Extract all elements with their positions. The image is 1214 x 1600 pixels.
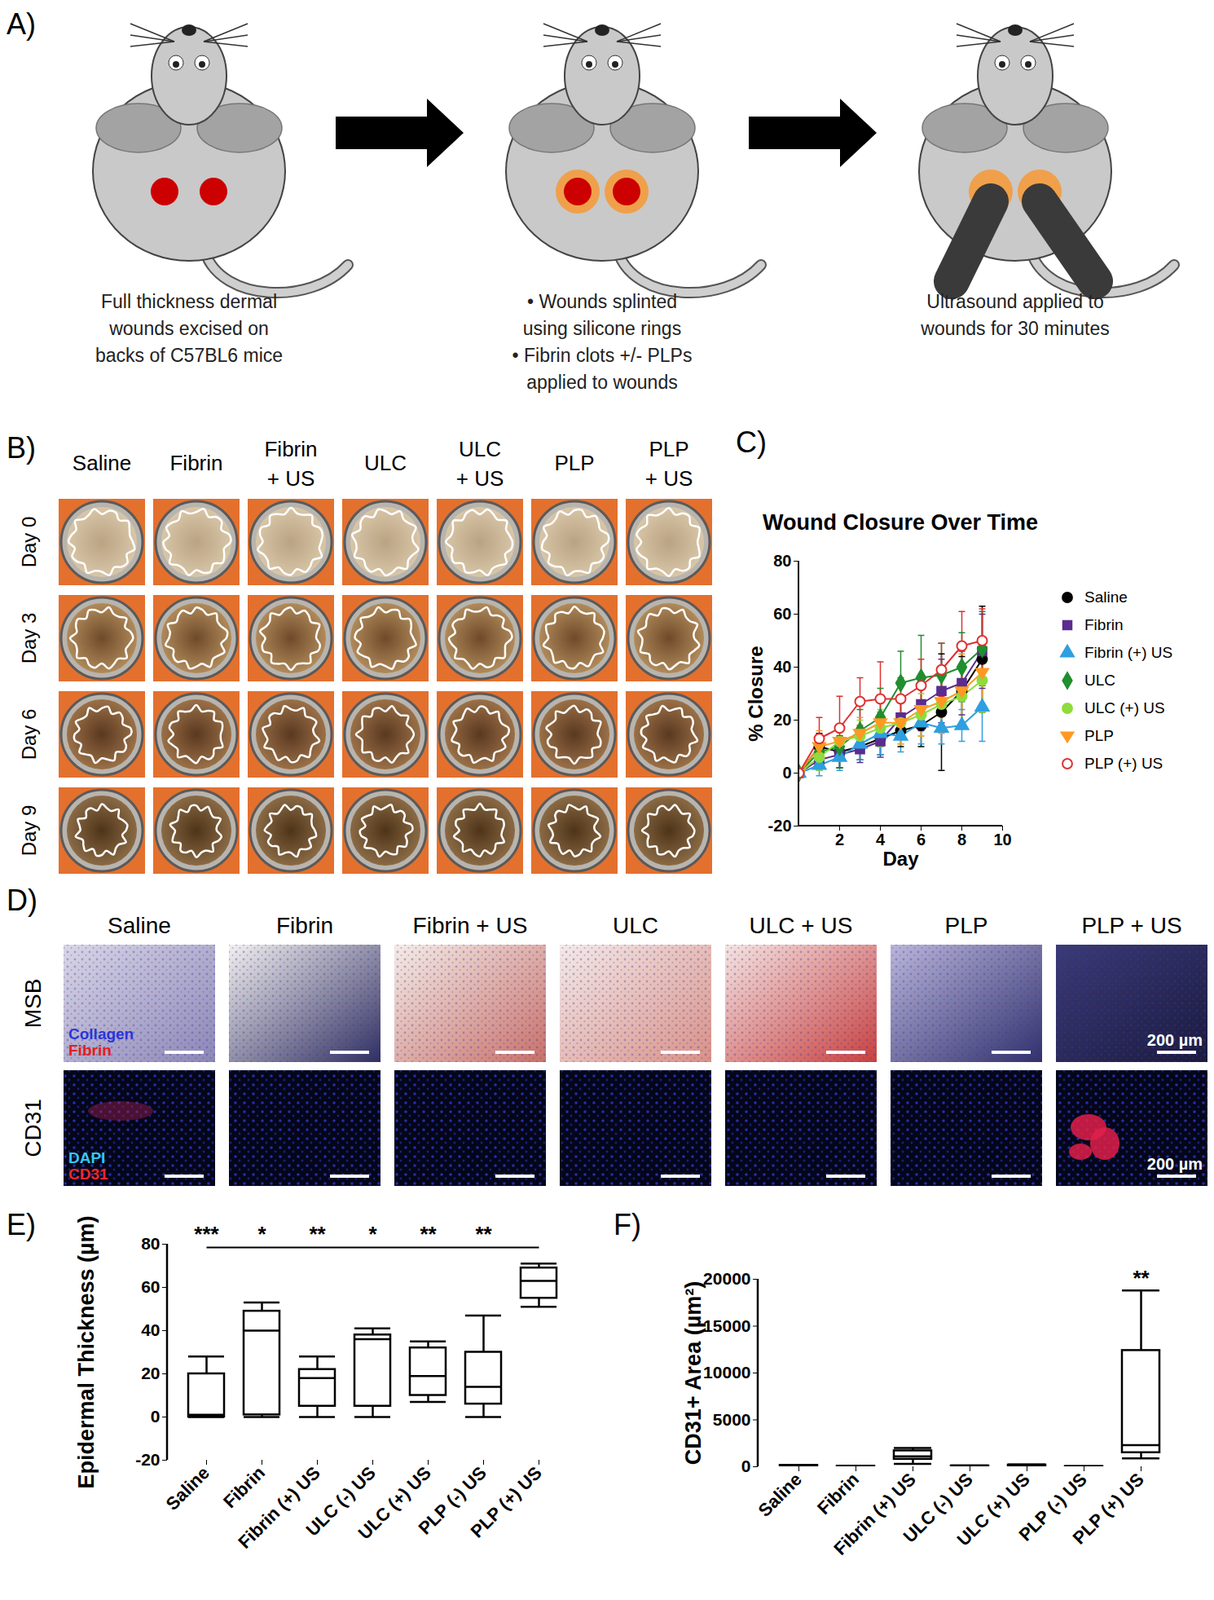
svg-text:Fibrin: Fibrin <box>68 1041 112 1059</box>
svg-text:Collagen: Collagen <box>68 1024 134 1043</box>
svg-text:0: 0 <box>741 1455 752 1475</box>
svg-text:10: 10 <box>993 830 1012 849</box>
html-text:Fibrin (+) US: Fibrin (+) US <box>1084 643 1173 661</box>
html-text:Saline: Saline <box>1084 588 1128 606</box>
html-text:C): C) <box>735 425 767 459</box>
svg-text:Fibrin + US: Fibrin + US <box>413 912 528 938</box>
svg-text:Day 6: Day 6 <box>17 708 40 761</box>
svg-text:8: 8 <box>957 830 967 849</box>
svg-text:Day 3: Day 3 <box>17 612 40 665</box>
svg-text:• Wounds splintedusing silicon: • Wounds splintedusing silicone rings• F… <box>512 290 693 393</box>
svg-text:Fibrin (+) US: Fibrin (+) US <box>829 1468 920 1559</box>
svg-text:60: 60 <box>140 1276 160 1296</box>
svg-text:ULC (+) US: ULC (+) US <box>354 1461 436 1543</box>
svg-text:PLP (-) US: PLP (-) US <box>1014 1468 1091 1545</box>
svg-text:Fibrin: Fibrin <box>276 912 334 938</box>
svg-text:0: 0 <box>782 763 792 782</box>
svg-text:80: 80 <box>773 551 792 570</box>
svg-text:20: 20 <box>140 1363 160 1382</box>
html-text:F): F) <box>613 1207 642 1241</box>
html-text:Fibrin: Fibrin <box>1084 615 1124 634</box>
svg-text:PLP (+) US: PLP (+) US <box>466 1461 546 1541</box>
svg-text:200 µm: 200 µm <box>1147 1030 1203 1049</box>
svg-text:200 µm: 200 µm <box>1147 1154 1203 1173</box>
svg-text:CD31: CD31 <box>68 1165 109 1183</box>
svg-text:ULC (-) US: ULC (-) US <box>301 1461 380 1540</box>
svg-text:Ultrasound applied towounds fo: Ultrasound applied towounds for 30 minut… <box>919 290 1109 339</box>
svg-text:-20: -20 <box>768 816 792 835</box>
html-text:ULC: ULC <box>1084 671 1116 689</box>
svg-text:20000: 20000 <box>703 1268 751 1288</box>
svg-text:ULC (-) US: ULC (-) US <box>899 1468 977 1547</box>
svg-text:Day 9: Day 9 <box>17 804 40 857</box>
svg-text:10000: 10000 <box>703 1362 751 1382</box>
svg-text:D): D) <box>6 883 38 917</box>
svg-text:2: 2 <box>835 830 845 849</box>
svg-text:Saline: Saline <box>107 912 172 938</box>
svg-text:Saline: Saline <box>162 1461 215 1514</box>
svg-text:15000: 15000 <box>703 1315 751 1335</box>
html-text:Wound Closure Over Time: Wound Closure Over Time <box>762 510 1039 535</box>
html-text:E): E) <box>6 1207 36 1241</box>
svg-text:20: 20 <box>773 710 792 729</box>
svg-text:PLP: PLP <box>945 912 989 938</box>
svg-text:ULC: ULC <box>364 450 407 476</box>
svg-text:***: *** <box>193 1221 220 1246</box>
svg-text:80: 80 <box>140 1233 160 1253</box>
svg-text:Fibrin: Fibrin <box>169 450 223 476</box>
svg-text:DAPI: DAPI <box>68 1148 106 1166</box>
svg-text:0: 0 <box>150 1406 161 1426</box>
svg-text:Fibrin: Fibrin <box>219 1461 269 1512</box>
html-text:PLP (+) US: PLP (+) US <box>1084 754 1163 772</box>
svg-text:*: * <box>368 1221 378 1246</box>
svg-text:B): B) <box>6 431 36 465</box>
html-text:ULC (+) US: ULC (+) US <box>1084 699 1165 717</box>
svg-text:**: ** <box>475 1221 493 1246</box>
svg-text:Saline: Saline <box>754 1468 807 1521</box>
svg-text:PLP + US: PLP + US <box>1081 912 1182 938</box>
svg-text:PLP (+) US: PLP (+) US <box>1068 1468 1149 1548</box>
svg-text:ULC (+) US: ULC (+) US <box>953 1468 1034 1550</box>
svg-text:**: ** <box>419 1221 437 1246</box>
svg-text:4: 4 <box>875 830 886 849</box>
svg-text:CD31: CD31 <box>20 1098 46 1157</box>
svg-text:ULC + US: ULC + US <box>749 912 854 938</box>
svg-text:*: * <box>257 1221 267 1246</box>
svg-text:60: 60 <box>773 604 792 623</box>
svg-text:MSB: MSB <box>20 978 46 1029</box>
html-text:PLP: PLP <box>1084 726 1114 744</box>
svg-text:A): A) <box>6 7 36 41</box>
svg-text:**: ** <box>308 1221 326 1246</box>
svg-text:Epidermal Thickness (µm): Epidermal Thickness (µm) <box>74 1214 99 1488</box>
svg-text:Full thickness dermalwounds ex: Full thickness dermalwounds excised onba… <box>95 290 283 366</box>
svg-text:Saline: Saline <box>72 450 132 476</box>
svg-text:Day: Day <box>882 847 920 870</box>
svg-text:6: 6 <box>916 830 926 849</box>
svg-text:5000: 5000 <box>712 1409 752 1429</box>
svg-text:40: 40 <box>140 1319 160 1339</box>
svg-text:Fibrin: Fibrin <box>813 1468 863 1518</box>
svg-text:% Closure: % Closure <box>744 645 767 741</box>
svg-text:CD31+ Area (µm²): CD31+ Area (µm²) <box>681 1280 706 1465</box>
svg-text:ULC+ US: ULC+ US <box>456 436 505 491</box>
svg-text:Day 0: Day 0 <box>17 516 40 568</box>
svg-text:-20: -20 <box>135 1449 160 1469</box>
svg-text:40: 40 <box>773 657 792 676</box>
svg-text:ULC: ULC <box>612 912 659 938</box>
svg-text:**: ** <box>1132 1265 1150 1290</box>
svg-text:PLP: PLP <box>554 450 594 476</box>
svg-text:PLP (-) US: PLP (-) US <box>414 1461 491 1538</box>
svg-text:Fibrin+ US: Fibrin+ US <box>263 436 317 491</box>
svg-text:PLP+ US: PLP+ US <box>645 436 694 491</box>
svg-text:Fibrin (+) US: Fibrin (+) US <box>233 1461 325 1553</box>
